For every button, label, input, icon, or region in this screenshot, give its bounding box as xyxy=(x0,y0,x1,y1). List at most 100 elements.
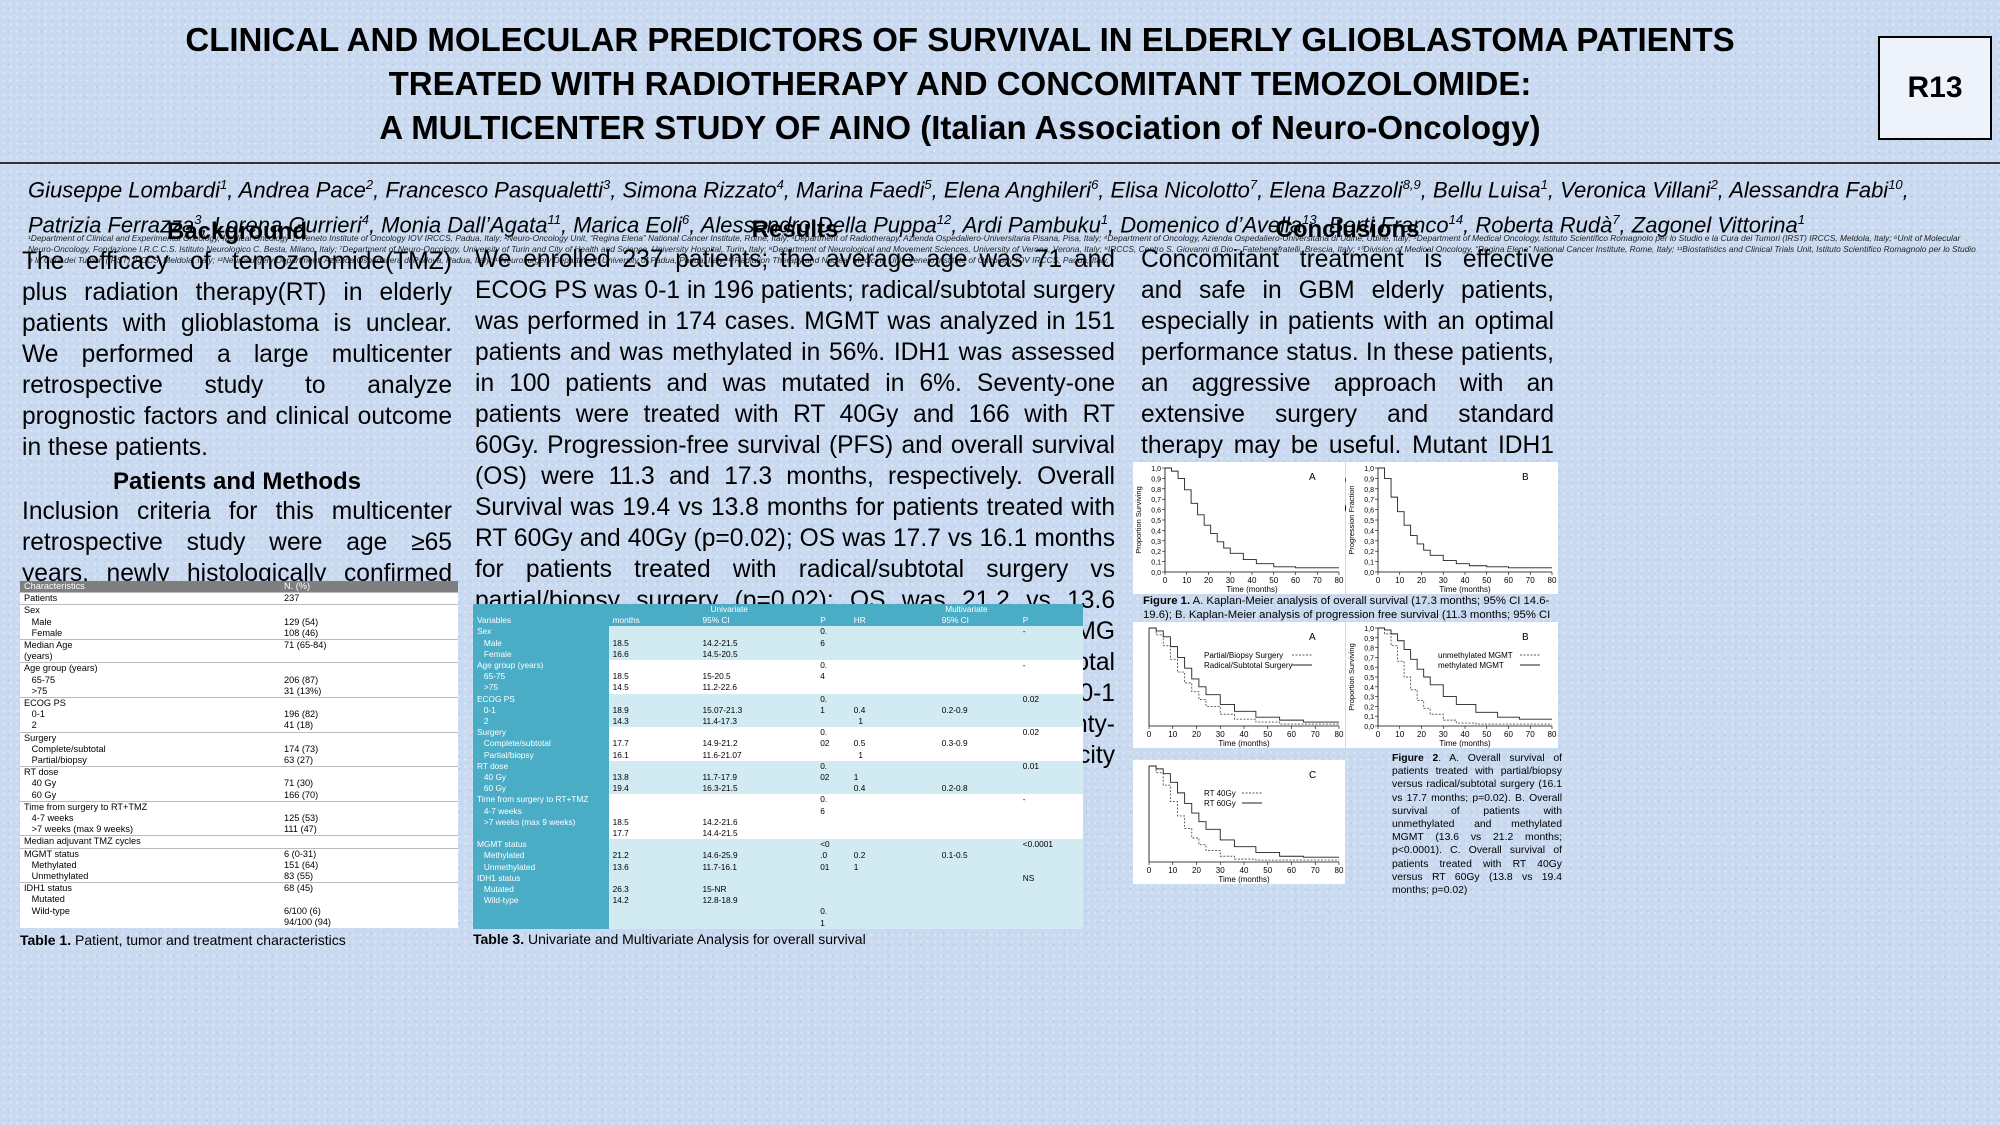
table1-cell: Methylated xyxy=(24,859,77,870)
x-tick-label: 40 xyxy=(1248,576,1257,585)
author-name: Domenico d’Avella xyxy=(1120,212,1303,238)
table3-cell xyxy=(816,895,850,906)
y-tick-label: 0,7 xyxy=(1364,655,1374,662)
table1-cell: 0-1 xyxy=(24,709,45,720)
x-tick-label: 10 xyxy=(1395,576,1404,585)
table3-cell xyxy=(816,884,850,895)
table3-cell xyxy=(938,884,1019,895)
table3-cell: 0. xyxy=(820,906,828,917)
methods-heading: Patients and Methods xyxy=(112,468,362,495)
x-tick-label: 80 xyxy=(1335,730,1344,739)
table3-cell xyxy=(850,839,938,850)
table1-cell: Mutated xyxy=(24,894,65,905)
table1-cell: 174 (73) xyxy=(284,743,319,754)
table3-cell xyxy=(609,727,699,738)
km-curve xyxy=(1165,467,1339,569)
figure1-panel-a: 0 10 20 30 40 50 60 70 80 0,0 0,1 0,2 0,3 0,4 0,5 0,6 0,… xyxy=(1133,462,1345,594)
table1-cell: 71 (65-84) xyxy=(284,640,327,651)
table1-header-cell: N. (%) xyxy=(284,581,311,591)
background-text: The efficacy of temozolomide(TMZ) plus r… xyxy=(22,248,452,461)
y-tick-label: 0,7 xyxy=(1364,497,1374,504)
table1-cell: Female xyxy=(24,627,63,638)
table3-cell xyxy=(609,839,699,850)
y-tick-label: 0,5 xyxy=(1364,675,1374,682)
x-tick-label: 60 xyxy=(1504,730,1513,739)
figure2-caption: Figure 2. A. Overall survival of patient… xyxy=(1392,752,1562,897)
table3-cell xyxy=(938,839,1019,850)
table1-row: IDH1 status 68 (45) xyxy=(20,882,458,895)
table3-cell: 14.2-21.5 xyxy=(702,637,738,648)
table3-header-cell: Variables xyxy=(477,615,511,626)
y-tick-label: 0,4 xyxy=(1151,528,1161,535)
table3-cell xyxy=(816,828,850,839)
author-affiliation-index: 1 xyxy=(1797,212,1805,228)
figure2-panel-c: 0 10 20 30 40 50 60 70 80 Time (months) C RT 40Gy RT… xyxy=(1133,760,1345,884)
table3-cell xyxy=(850,794,938,805)
table3-cell: 0. xyxy=(820,626,828,637)
table1-cell: Unmethylated xyxy=(24,871,89,882)
table3-cell xyxy=(850,626,938,637)
x-tick-label: 80 xyxy=(1335,866,1344,875)
table3-cell: Female xyxy=(473,648,609,661)
table1-cell: Median adjuvant TMZ cycles xyxy=(24,836,141,847)
table3-cell xyxy=(609,906,699,917)
table3-cell xyxy=(1019,738,1083,749)
table3-cell: 17.7 xyxy=(612,738,629,749)
author-affiliation-index: 6 xyxy=(682,212,690,228)
table3-row: Partial/biopsy 16.1 11.6-21.07 1 xyxy=(473,749,1083,761)
table3-cell: 14.6-25.9 xyxy=(702,850,738,861)
table1-cell: RT dose xyxy=(24,767,59,778)
y-axis-label: Proportion Surviving xyxy=(1134,486,1143,554)
y-tick-label: 0,3 xyxy=(1364,695,1374,702)
table3-row: 1 xyxy=(473,917,1083,929)
table3-row: IDH1 status NS xyxy=(473,872,1083,885)
table3-cell xyxy=(938,794,1019,805)
author-affiliation-index: 1 xyxy=(1100,212,1109,228)
table3-cell xyxy=(850,906,938,917)
table3-cell xyxy=(938,660,1019,671)
table3-cell xyxy=(1019,884,1083,895)
table1-row: Female 108 (46) xyxy=(20,628,458,640)
table3-cell xyxy=(850,727,938,738)
y-tick-label: 0,2 xyxy=(1364,704,1374,711)
table1-cell: >7 weeks (max 9 weeks) xyxy=(24,824,134,835)
table3-cell: - xyxy=(1022,626,1026,637)
table3-cell xyxy=(850,884,938,895)
table1-cell: Wild-type xyxy=(24,905,70,916)
table3-cell xyxy=(1019,750,1083,761)
x-tick-label: 30 xyxy=(1439,730,1448,739)
y-tick-label: 0,3 xyxy=(1364,539,1374,546)
table1-row: 94/100 (94) xyxy=(20,917,458,928)
table3-cell: 0. xyxy=(820,693,828,704)
panel-label: B xyxy=(1522,472,1529,483)
table1-row: Male 129 (54) xyxy=(20,617,458,628)
x-tick-label: 20 xyxy=(1192,866,1201,875)
table3-cell: 0.3-0.9 xyxy=(941,738,968,749)
y-tick-label: 0,5 xyxy=(1151,518,1161,525)
table3-cell xyxy=(609,806,699,817)
table3-cell xyxy=(816,716,850,727)
y-tick-label: 1,0 xyxy=(1364,626,1374,633)
table3-cell: 0.4 xyxy=(853,783,866,794)
table3-cell xyxy=(938,626,1019,637)
table3-cell xyxy=(816,682,850,693)
table3-cell xyxy=(938,895,1019,906)
table3-cell: 0.2 xyxy=(853,850,866,861)
table3-cell xyxy=(1019,817,1083,828)
x-tick-label: 40 xyxy=(1240,866,1249,875)
table3-block: Univariate Multivariate Variables months 95%… xyxy=(473,604,1083,947)
table3-cell xyxy=(850,660,938,671)
table3-cell: Complete/subtotal xyxy=(473,738,609,750)
author-affiliation-index: 11 xyxy=(547,212,561,228)
results-heading: Results xyxy=(751,216,839,243)
table1-row: Median adjuvant TMZ cycles xyxy=(20,835,458,848)
author-affiliation-index: 10 xyxy=(1888,177,1903,192)
table3-row: Female 16.6 14.5-20.5 xyxy=(473,648,1083,661)
table3-row: >7 weeks (max 9 weeks) 18.5 14.2-21.6 xyxy=(473,816,1083,829)
table3-header-cell: HR xyxy=(853,615,866,626)
table3-row: >75 14.5 11.2-22.6 xyxy=(473,682,1083,694)
table3-cell: Mutated xyxy=(473,884,609,896)
table3-cell: 1 xyxy=(853,716,864,727)
table1-cell xyxy=(280,767,458,779)
table3-cell xyxy=(1019,705,1083,716)
